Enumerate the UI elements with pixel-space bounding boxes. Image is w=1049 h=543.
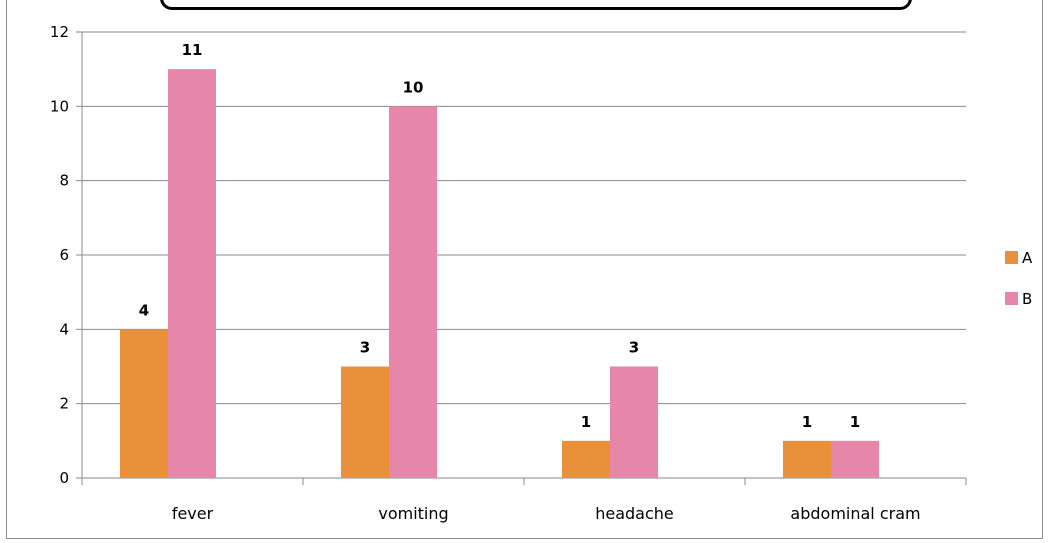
legend-swatch	[1005, 251, 1018, 264]
data-label: 1	[850, 413, 860, 431]
bar-b	[831, 440, 879, 478]
legend-swatch	[1005, 292, 1018, 305]
legend-label: B	[1022, 290, 1032, 308]
data-label: 1	[802, 413, 812, 431]
bar-a	[120, 329, 168, 478]
y-tick-label: 2	[59, 395, 69, 413]
x-category-label: vomiting	[378, 504, 448, 523]
y-tick-label: 12	[50, 23, 69, 41]
bars	[120, 69, 879, 479]
y-tick-label: 10	[50, 97, 69, 115]
y-tick-label: 6	[59, 246, 69, 264]
data-label: 3	[629, 339, 639, 357]
data-label: 3	[360, 339, 370, 357]
y-tick-label: 8	[59, 172, 69, 190]
legend: AB	[1005, 249, 1033, 308]
bar-b	[389, 106, 437, 478]
axes: 0 2 4 6 8 10 12 fever vomiting headache abdominal …	[50, 23, 967, 523]
x-category-label: abdominal cram	[790, 504, 920, 523]
data-label: 4	[139, 301, 149, 319]
legend-label: A	[1022, 249, 1033, 267]
data-label: 10	[403, 78, 424, 96]
bar-a	[562, 440, 610, 478]
data-label: 11	[182, 41, 203, 59]
bar-b	[610, 366, 658, 478]
x-category-label: headache	[595, 504, 674, 523]
x-category-label: fever	[172, 504, 214, 523]
bar-b	[168, 69, 216, 479]
y-tick-label: 0	[59, 469, 69, 487]
bar-a	[341, 366, 389, 478]
gridlines	[82, 31, 966, 405]
bar-a	[783, 440, 831, 478]
data-label: 1	[581, 413, 591, 431]
y-tick-label: 4	[59, 320, 69, 338]
